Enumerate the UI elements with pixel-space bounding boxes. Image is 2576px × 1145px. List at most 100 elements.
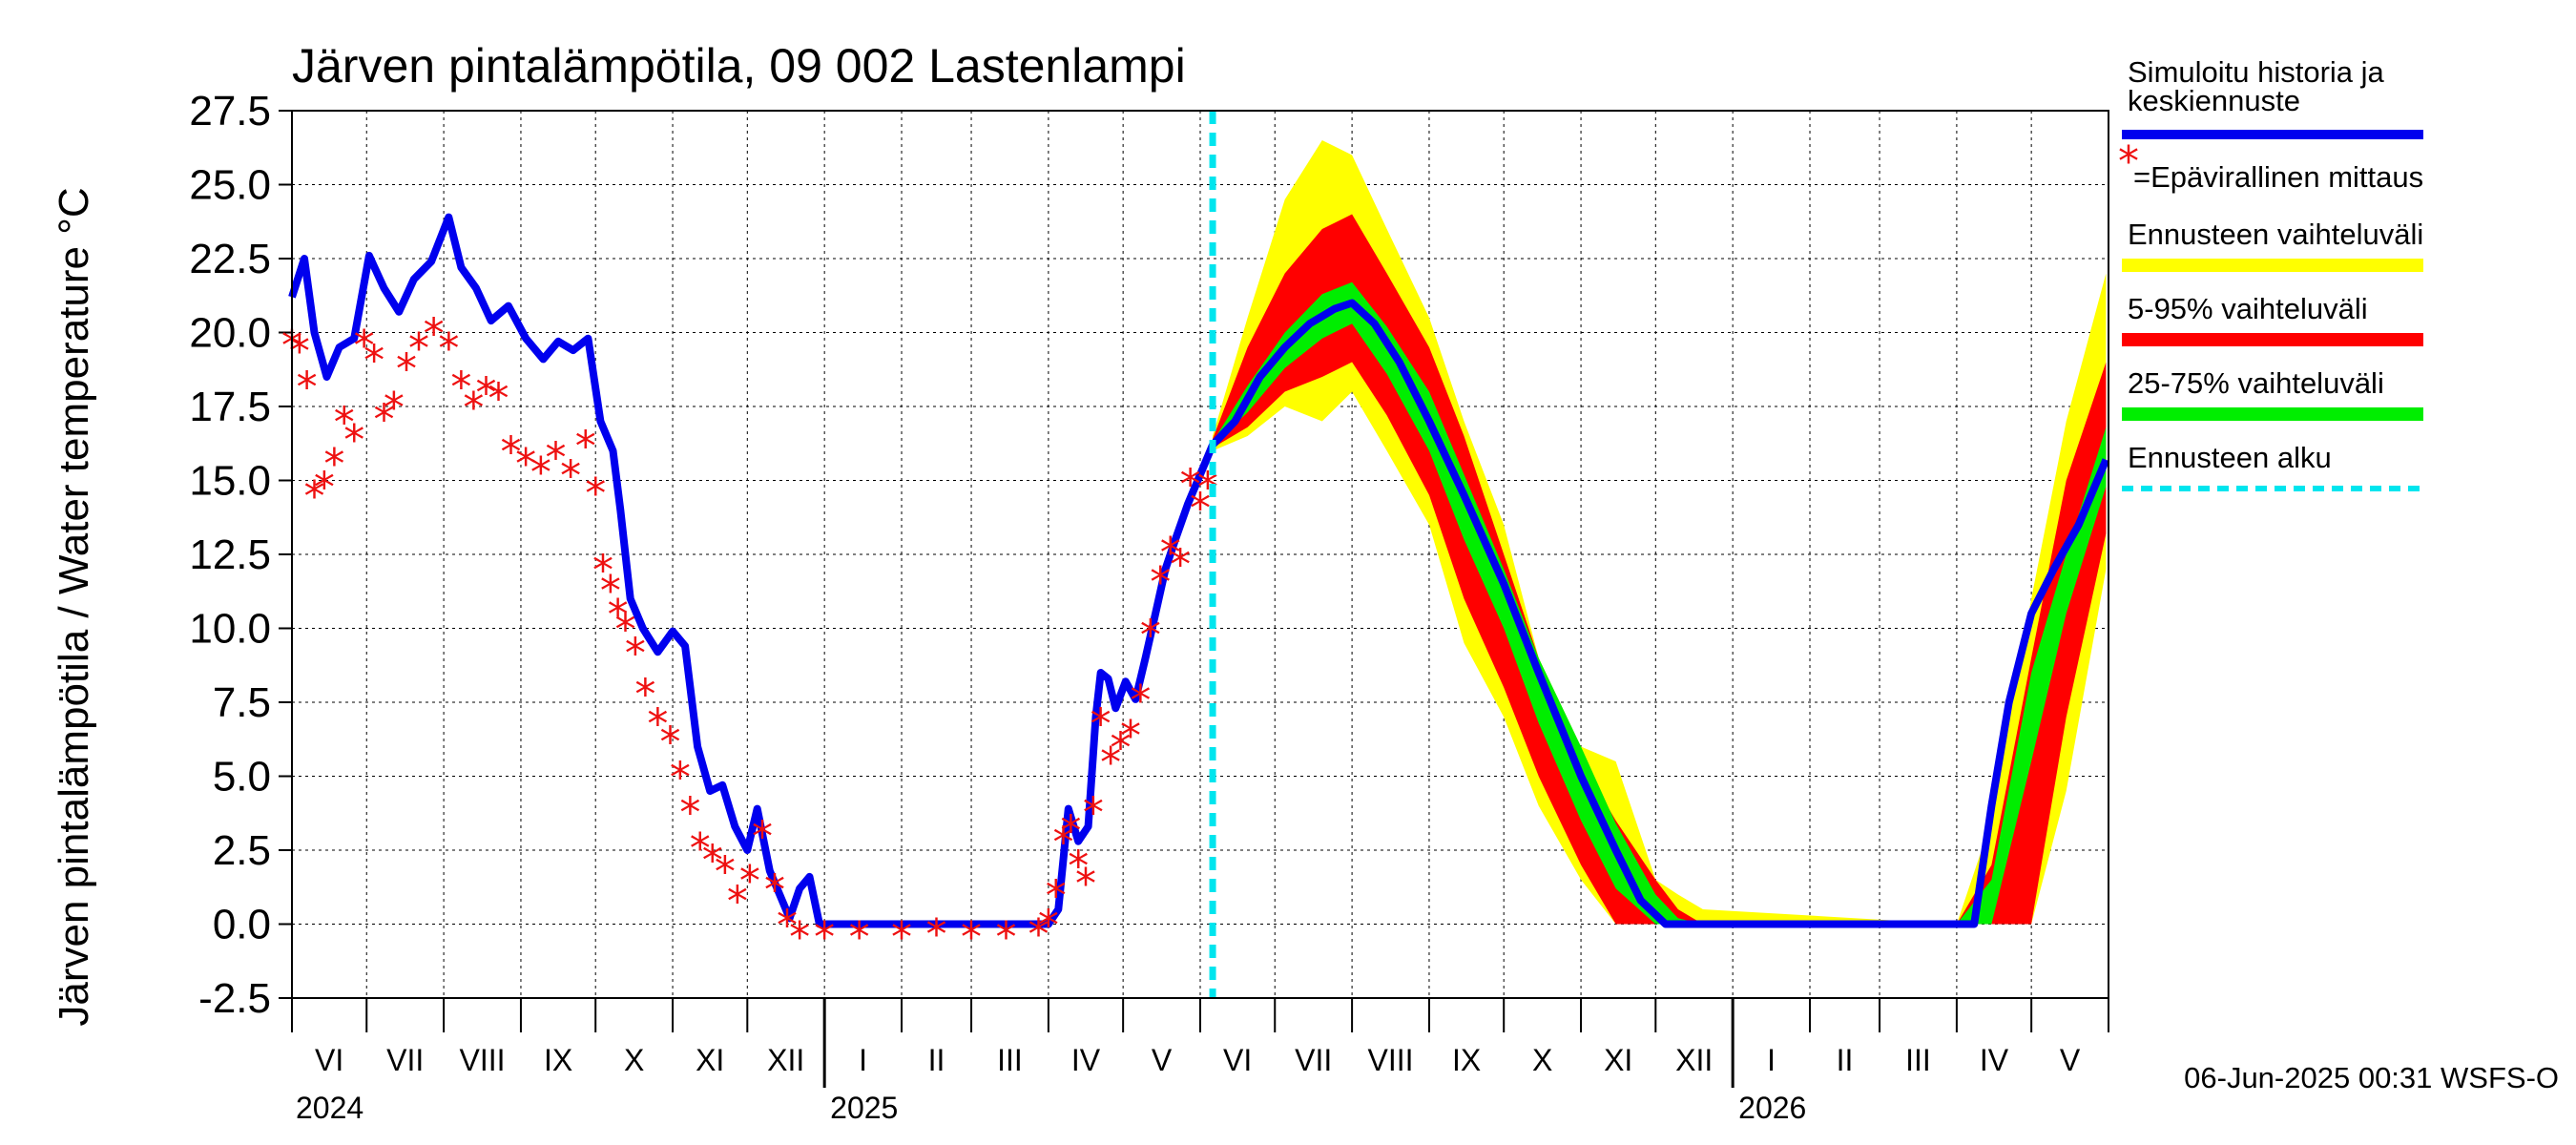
- observed-point: *: [727, 878, 748, 926]
- observed-point: *: [1091, 700, 1111, 749]
- month-label: III: [1905, 1043, 1931, 1077]
- observed-point: *: [575, 422, 596, 470]
- observed-point: *: [634, 671, 655, 719]
- observed-point: *: [679, 789, 700, 838]
- observed-point: *: [1068, 843, 1089, 891]
- observed-point: *: [891, 913, 912, 962]
- observed-point: *: [438, 324, 459, 373]
- observed-point: *: [1100, 739, 1121, 787]
- y-tick-label: 0.0: [213, 902, 271, 948]
- observed-point: *: [1130, 677, 1151, 725]
- timestamp-footer: 06-Jun-2025 00:31 WSFS-O: [2184, 1061, 2559, 1094]
- month-label: VII: [1295, 1043, 1332, 1077]
- observed-point: *: [1083, 789, 1104, 838]
- observed-point: *: [424, 310, 445, 359]
- observed-point: *: [560, 451, 581, 500]
- observed-point: *: [396, 345, 417, 394]
- observed-point: *: [715, 848, 736, 897]
- observed-point: *: [354, 322, 375, 370]
- y-tick-label: 10.0: [189, 606, 271, 653]
- observed-point: *: [702, 836, 723, 885]
- legend-label-range-total: Ennusteen vaihteluväli: [2128, 218, 2423, 251]
- observed-point: *: [488, 375, 509, 424]
- observed-point: *: [1060, 806, 1081, 855]
- observed-point: *: [752, 813, 773, 862]
- observed-point: *: [764, 865, 785, 914]
- month-label: X: [1532, 1043, 1552, 1077]
- band-1: [1213, 214, 2107, 925]
- observed-point: *: [1140, 612, 1161, 660]
- month-label: XI: [1604, 1043, 1632, 1077]
- grid: [292, 110, 2109, 999]
- observed-point: *: [625, 629, 646, 677]
- forecast-bands: [1213, 140, 2107, 925]
- observed-point: *: [996, 913, 1017, 962]
- chart-title: Järven pintalämpötila, 09 002 Lastenlamp…: [292, 39, 1186, 93]
- month-label: VI: [1223, 1043, 1252, 1077]
- observed-point: *: [450, 363, 471, 411]
- observed-point: *: [1160, 529, 1181, 577]
- month-label: V: [2060, 1043, 2081, 1077]
- observed-point: *: [777, 902, 798, 950]
- plot-frame: [291, 110, 2109, 999]
- observed-point: *: [615, 606, 636, 655]
- observed-point: *: [364, 336, 384, 385]
- month-label: VII: [386, 1043, 424, 1077]
- legend-label-range-5-95: 5-95% vaihteluväli: [2128, 292, 2368, 325]
- month-label: III: [997, 1043, 1023, 1077]
- observed-point: *: [670, 754, 691, 802]
- y-tick-label: -2.5: [198, 975, 271, 1022]
- history-series: [288, 213, 2110, 928]
- legend-label-history-1: Simuloitu historia ja: [2128, 55, 2385, 89]
- observed-point: *: [1197, 464, 1218, 512]
- observed-point: *: [1120, 712, 1141, 760]
- month-label: II: [1837, 1043, 1854, 1077]
- legend: Simuloitu historia ja keskiennuste * =Ep…: [2118, 55, 2423, 491]
- observed-point: *: [585, 469, 606, 518]
- observed-point: *: [1075, 860, 1096, 908]
- year-label: 2025: [830, 1091, 898, 1125]
- observed-point: *: [1028, 910, 1049, 959]
- observed-point: *: [384, 384, 405, 432]
- observed-point: *: [961, 913, 982, 962]
- y-tick-label: 7.5: [213, 679, 271, 726]
- month-label: XI: [696, 1043, 724, 1077]
- observed-series: ****************************************…: [281, 310, 1218, 962]
- observed-point: *: [608, 591, 629, 639]
- observed-point: *: [814, 913, 835, 962]
- observed-point: *: [1190, 484, 1211, 532]
- y-tick-label: 27.5: [189, 88, 271, 135]
- legend-marker-observed: *: [2118, 137, 2139, 186]
- y-tick-label: 17.5: [189, 384, 271, 430]
- observed-point: *: [690, 824, 711, 873]
- legend-label-forecast-start: Ennusteen alku: [2128, 441, 2332, 474]
- month-label: IV: [1071, 1043, 1101, 1077]
- legend-label-observed: =Epävirallinen mittaus: [2133, 160, 2423, 194]
- observed-point: *: [475, 369, 496, 418]
- observed-point: *: [1180, 461, 1201, 510]
- observed-point: *: [515, 440, 536, 489]
- observed-point: *: [659, 718, 680, 766]
- month-label: XII: [1675, 1043, 1713, 1077]
- year-label: 2026: [1738, 1091, 1806, 1125]
- observed-point: *: [343, 416, 364, 465]
- observed-point: *: [1046, 872, 1067, 921]
- observed-point: *: [323, 440, 344, 489]
- month-label: II: [928, 1043, 945, 1077]
- month-label: IV: [1980, 1043, 2009, 1077]
- y-axis-label: Järven pintalämpötila / Water temperatur…: [51, 187, 97, 1026]
- observed-point: *: [592, 547, 613, 595]
- history-line: [288, 213, 2110, 928]
- observed-point: *: [849, 913, 870, 962]
- x-axis: VI VII VIII IX X XI XII I II III IV V VI VII VIII IX X XI…: [291, 998, 2109, 1125]
- month-label: I: [859, 1043, 867, 1077]
- observed-point: *: [545, 434, 566, 483]
- month-label: I: [1767, 1043, 1776, 1077]
- y-tick-label: 22.5: [189, 236, 271, 282]
- observed-point: *: [374, 395, 395, 444]
- observed-point: *: [314, 464, 335, 512]
- y-tick-label: 12.5: [189, 531, 271, 578]
- legend-label-range-25-75: 25-75% vaihteluväli: [2128, 366, 2384, 400]
- observed-point: *: [334, 399, 355, 448]
